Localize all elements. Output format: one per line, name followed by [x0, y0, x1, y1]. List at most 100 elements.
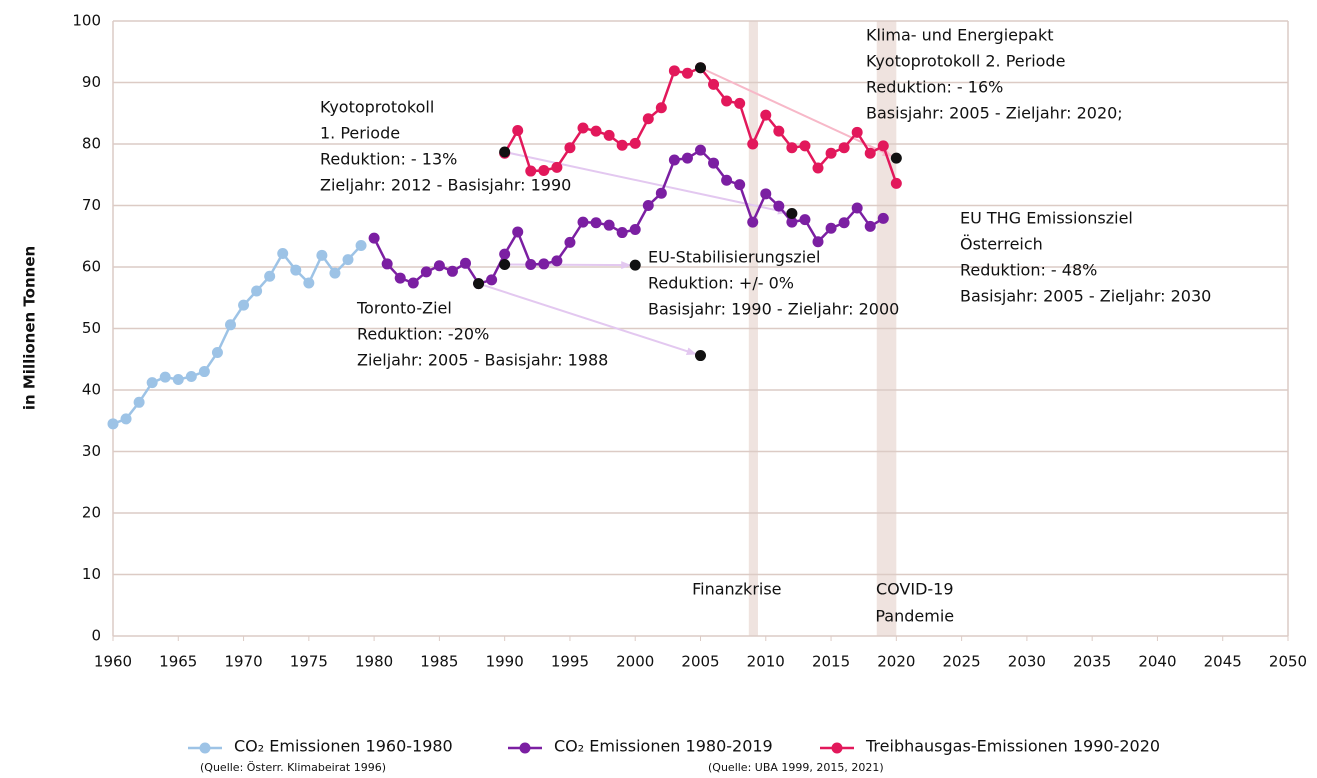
- data-point: [825, 147, 837, 159]
- data-point: [368, 232, 380, 244]
- x-tick-label: 2035: [1073, 653, 1111, 671]
- annotation: Reduktion: +/- 0%: [648, 274, 794, 293]
- data-point: [107, 418, 119, 430]
- data-point: [708, 157, 720, 169]
- data-point: [629, 223, 641, 235]
- data-point: [460, 257, 471, 269]
- data-point: [577, 216, 589, 228]
- data-point: [655, 102, 667, 114]
- data-point: [564, 236, 576, 248]
- annotation: Reduktion: - 48%: [960, 261, 1097, 280]
- data-point: [159, 371, 171, 383]
- data-point: [773, 200, 785, 212]
- data-point: [342, 254, 354, 266]
- target-arrow: [504, 261, 636, 270]
- data-point: [512, 226, 524, 238]
- data-point: [799, 214, 811, 226]
- data-point: [564, 142, 576, 154]
- target-point: [786, 207, 798, 219]
- data-point: [629, 137, 641, 149]
- data-point: [133, 396, 145, 408]
- annotation: Reduktion: - 13%: [320, 150, 457, 169]
- y-tick-label: 60: [82, 258, 101, 276]
- data-point: [695, 144, 706, 156]
- data-point: [433, 260, 445, 272]
- data-point: [616, 139, 628, 151]
- y-tick-label: 0: [91, 627, 101, 645]
- y-tick-label: 40: [82, 381, 101, 399]
- x-tick-label: 2005: [681, 653, 719, 671]
- x-tick-label: 1990: [486, 653, 524, 671]
- data-point: [786, 216, 798, 228]
- data-point: [355, 239, 367, 251]
- annotation: Basisjahr: 2005 - Zieljahr: 2030: [960, 287, 1211, 306]
- y-tick-label: 10: [82, 565, 101, 583]
- target-point: [695, 62, 706, 74]
- annotation: Basisjahr: 1990 - Zieljahr: 2000: [648, 300, 899, 319]
- annotation: Zieljahr: 2005 - Basisjahr: 1988: [357, 351, 608, 370]
- data-point: [721, 174, 733, 186]
- data-point: [708, 78, 720, 90]
- y-axis-label: in Millionen Tonnen: [21, 246, 39, 410]
- target-point: [499, 146, 511, 158]
- data-point: [525, 165, 537, 177]
- series-line: [112, 244, 362, 425]
- target-point: [695, 350, 706, 362]
- data-point: [616, 227, 628, 239]
- data-point: [668, 154, 680, 166]
- data-point: [590, 217, 602, 229]
- annotation: Zieljahr: 2012 - Basisjahr: 1990: [320, 176, 571, 195]
- data-point: [538, 164, 550, 176]
- legend-marker: [519, 742, 531, 754]
- data-point: [734, 97, 746, 109]
- data-point: [225, 319, 236, 331]
- annotation: 1. Periode: [320, 124, 400, 143]
- event-label: COVID-19: [876, 580, 954, 599]
- annotation: EU THG Emissionsziel: [960, 209, 1133, 228]
- data-point: [381, 258, 393, 270]
- data-point: [747, 138, 759, 150]
- data-point: [499, 248, 511, 260]
- data-point: [146, 377, 158, 389]
- data-point: [316, 249, 328, 261]
- y-tick-label: 50: [82, 319, 101, 337]
- data-point: [525, 259, 537, 271]
- data-point: [760, 109, 772, 121]
- x-tick-label: 1985: [420, 653, 458, 671]
- data-point: [185, 370, 197, 382]
- data-point: [877, 212, 889, 224]
- annotation: Basisjahr: 2005 - Zieljahr: 2020;: [866, 104, 1123, 123]
- target-point: [473, 278, 485, 290]
- data-point: [864, 147, 876, 159]
- data-point: [851, 202, 863, 214]
- data-point: [890, 177, 902, 189]
- annotation: Reduktion: - 16%: [866, 78, 1003, 97]
- series-line: [503, 66, 898, 184]
- data-point: [551, 161, 563, 173]
- x-tick-label: 2000: [616, 653, 654, 671]
- annotation: Reduktion: -20%: [357, 325, 489, 344]
- annotation: Toronto-Ziel: [356, 299, 452, 318]
- x-tick-label: 1970: [224, 653, 262, 671]
- y-tick-label: 100: [72, 12, 101, 30]
- legend-label: Treibhausgas-Emissionen 1990-2020: [865, 737, 1160, 756]
- annotation: Klima- und Energiepakt: [866, 26, 1054, 45]
- x-tick-label: 2015: [812, 653, 850, 671]
- legend-marker: [199, 742, 211, 754]
- data-point: [655, 187, 667, 199]
- data-point: [877, 140, 889, 152]
- data-point: [577, 122, 589, 134]
- data-point: [838, 217, 850, 229]
- data-point: [407, 277, 419, 289]
- data-point: [721, 95, 733, 107]
- target-point: [499, 259, 511, 271]
- y-tick-label: 30: [82, 442, 101, 460]
- target-point: [629, 259, 641, 271]
- event-label: Pandemie: [875, 607, 954, 626]
- data-point: [551, 255, 563, 267]
- legend-note: (Quelle: Österr. Klimabeirat 1996): [200, 761, 386, 774]
- annotation: EU-Stabilisierungsziel: [648, 248, 820, 267]
- annotation: Kyotoprotokoll: [320, 98, 434, 117]
- x-tick-label: 1965: [159, 653, 197, 671]
